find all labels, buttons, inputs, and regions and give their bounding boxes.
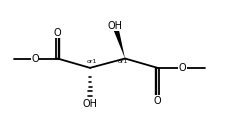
Text: O: O: [54, 28, 61, 38]
Text: O: O: [31, 53, 39, 64]
Text: O: O: [154, 96, 161, 106]
Text: or1: or1: [87, 59, 97, 64]
Polygon shape: [112, 25, 125, 58]
Text: OH: OH: [82, 99, 98, 109]
Text: O: O: [179, 63, 186, 73]
Text: or1: or1: [117, 59, 128, 64]
Text: OH: OH: [108, 21, 122, 31]
